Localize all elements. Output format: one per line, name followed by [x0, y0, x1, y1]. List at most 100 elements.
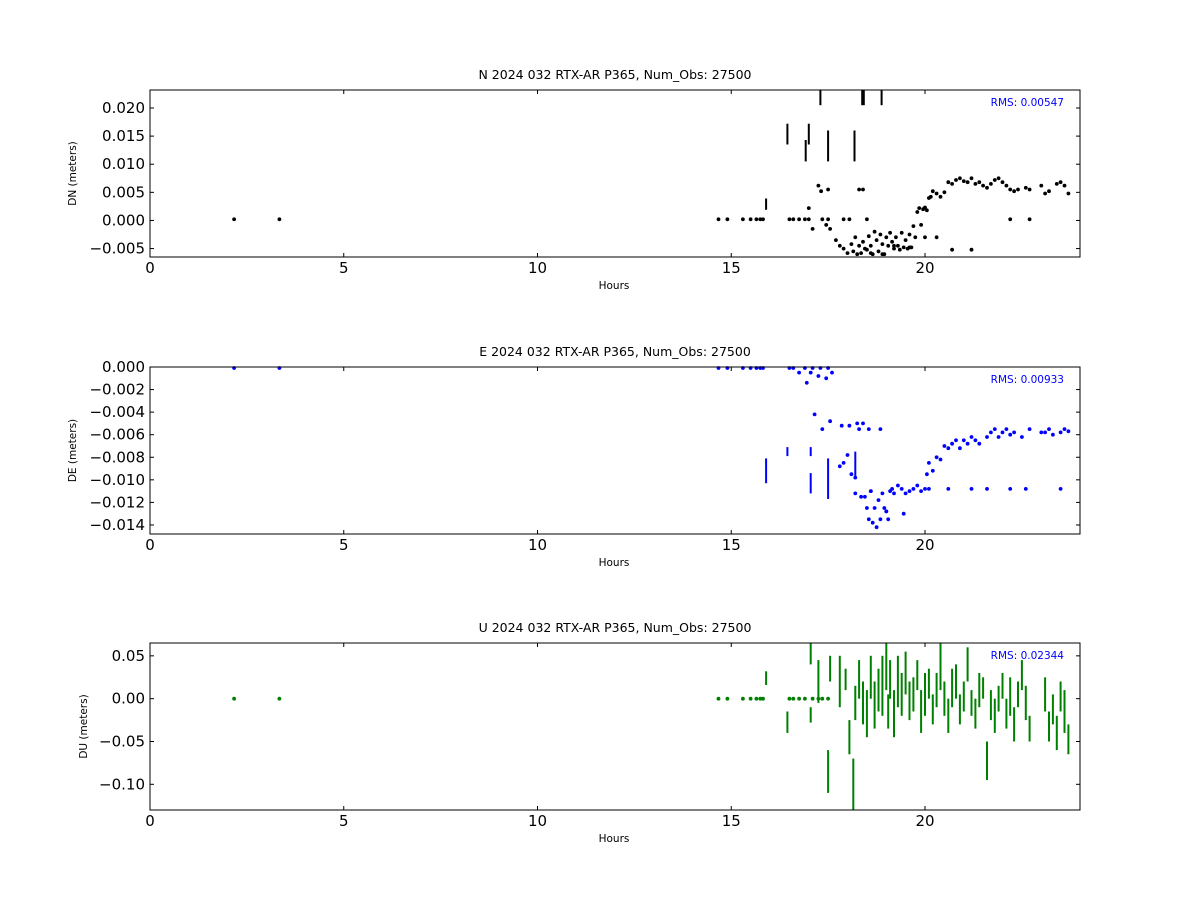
data-point: [810, 227, 815, 231]
data-point: [950, 182, 954, 186]
data-point: [903, 238, 908, 243]
axes-frame: [149, 366, 1081, 535]
panel-title: U 2024 032 RTX-AR P365, Num_Obs: 27500: [479, 620, 752, 635]
x-tick-label: 5: [339, 536, 349, 554]
y-axis-label: DU (meters): [78, 694, 90, 758]
data-point: [1012, 430, 1016, 435]
data-point: [859, 494, 863, 499]
data-point: [1062, 427, 1067, 431]
axes-frame: [149, 642, 1081, 811]
data-point: [859, 251, 863, 256]
data-point: [1023, 185, 1028, 190]
x-tick-label: 10: [528, 812, 547, 830]
rms-label: RMS: 0.02344: [991, 650, 1065, 662]
y-tick-label: −0.10: [99, 775, 145, 793]
data-point: [954, 178, 958, 182]
data-point: [874, 238, 879, 243]
data-point: [857, 243, 861, 248]
data-point: [1039, 183, 1044, 188]
data-point: [946, 446, 951, 451]
data-point: [882, 506, 887, 510]
data-point: [884, 235, 889, 240]
data-point: [925, 208, 929, 213]
data-point: [903, 491, 908, 496]
data-point: [1058, 487, 1063, 491]
y-tick-label: 0.010: [102, 155, 145, 173]
data-point: [716, 696, 721, 701]
data-point: [928, 194, 933, 199]
data-point: [969, 487, 974, 491]
y-tick-label: −0.014: [89, 516, 145, 534]
data-point: [868, 251, 873, 256]
data-point: [985, 435, 989, 439]
data-point: [896, 243, 900, 248]
data-point: [855, 421, 860, 426]
data-point: [901, 245, 906, 250]
data-point: [911, 224, 916, 229]
data-point: [277, 217, 282, 222]
data-point: [938, 457, 943, 462]
data-point: [1066, 429, 1071, 434]
data-point: [1008, 217, 1013, 222]
data-point: [907, 245, 912, 250]
data-point: [989, 430, 993, 435]
data-point: [913, 235, 918, 240]
data-point: [820, 696, 825, 701]
data-point: [996, 176, 1001, 181]
data-point: [872, 506, 877, 510]
data-point: [919, 489, 923, 493]
y-tick-label: 0.000: [102, 211, 145, 229]
data-point: [837, 243, 842, 248]
data-point: [1008, 487, 1013, 491]
data-point: [915, 210, 920, 214]
x-tick-label: 20: [915, 536, 934, 554]
data-point: [973, 438, 978, 443]
data-point: [923, 487, 927, 491]
data-point: [787, 217, 792, 222]
data-point: [896, 483, 900, 488]
data-point: [1027, 427, 1032, 431]
data-point: [992, 427, 997, 431]
data-point: [787, 696, 792, 701]
data-point: [942, 444, 947, 448]
data-point: [797, 696, 801, 701]
data-point: [868, 489, 873, 493]
data-point: [1043, 191, 1047, 196]
data-point: [232, 217, 237, 222]
data-point: [863, 494, 867, 499]
x-axis-label: Hours: [599, 280, 630, 292]
data-point: [797, 370, 801, 375]
data-point: [841, 461, 846, 465]
data-point: [958, 176, 962, 181]
data-point: [897, 247, 902, 252]
data-point: [878, 517, 883, 522]
x-tick-label: 20: [915, 259, 934, 277]
data-point: [725, 696, 730, 701]
data-point: [1012, 189, 1016, 194]
data-point: [861, 239, 865, 244]
data-point: [1047, 189, 1051, 194]
data-point: [853, 235, 858, 240]
data-point: [861, 187, 865, 192]
data-point: [985, 185, 989, 190]
data-point: [923, 205, 927, 210]
data-point: [996, 435, 1001, 439]
panel-u: U 2024 032 RTX-AR P365, Num_Obs: 27500 D…: [78, 620, 1081, 845]
rms-label: RMS: 0.00547: [991, 97, 1064, 109]
data-point: [797, 217, 801, 222]
data-point: [934, 455, 939, 460]
data-point: [1016, 187, 1020, 192]
y-tick-label: −0.010: [89, 471, 145, 489]
x-tick-label: 5: [339, 259, 349, 277]
data-point: [1043, 430, 1047, 435]
data-point: [847, 217, 852, 222]
data-point: [958, 446, 962, 451]
data-point: [824, 223, 829, 227]
data-point: [969, 176, 974, 181]
data-point: [826, 187, 830, 192]
x-tick-label: 0: [145, 536, 155, 554]
data-point: [1047, 427, 1051, 431]
axis-ticks: 0 5 10 15 20 0.05 0.00 −0.05 −0.10: [99, 643, 1080, 830]
data-point: [1039, 430, 1044, 435]
